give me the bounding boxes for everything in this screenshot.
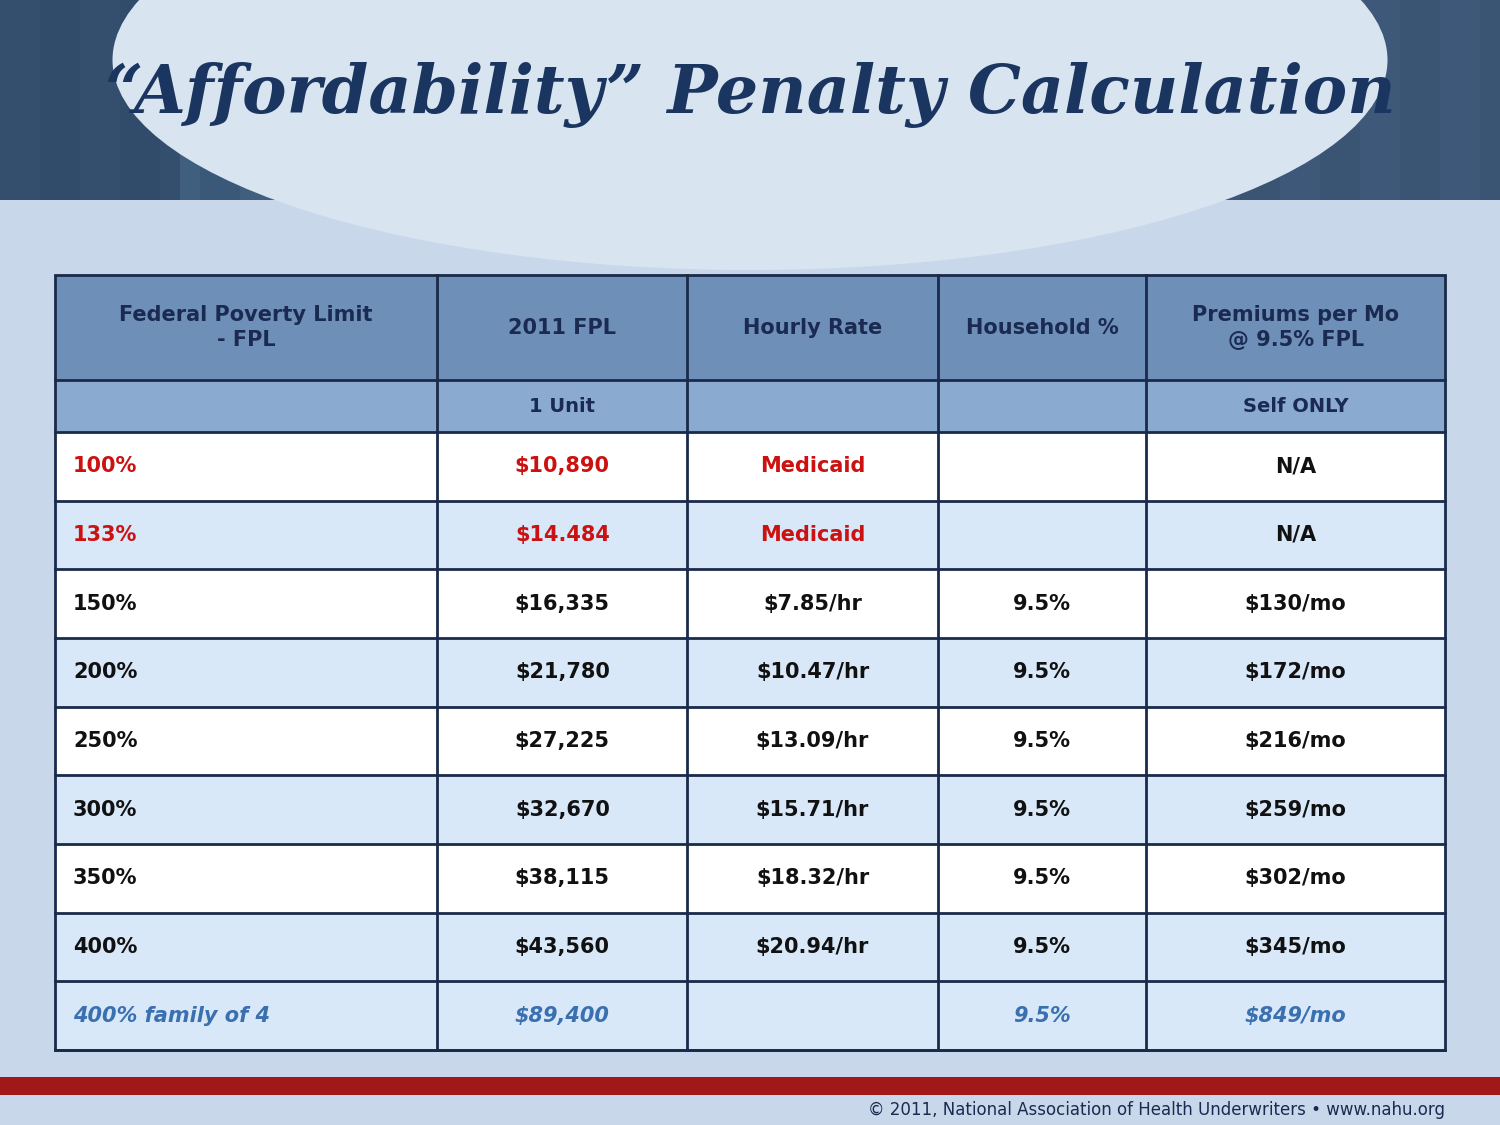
Text: 100%: 100% — [74, 457, 138, 476]
Bar — [720, 0, 760, 200]
Text: 9.5%: 9.5% — [1013, 1006, 1071, 1026]
Bar — [56, 274, 1444, 1050]
Text: $43,560: $43,560 — [514, 937, 610, 957]
Text: 350%: 350% — [74, 868, 138, 889]
Bar — [800, 0, 840, 200]
Text: $259/mo: $259/mo — [1245, 800, 1347, 820]
Bar — [900, 0, 1100, 200]
Text: 150%: 150% — [74, 594, 138, 613]
Text: Medicaid: Medicaid — [760, 457, 865, 476]
Bar — [1200, 0, 1240, 200]
Ellipse shape — [112, 0, 1388, 270]
Bar — [56, 638, 1444, 706]
Text: $27,225: $27,225 — [514, 731, 610, 752]
Bar — [480, 0, 520, 200]
Text: Federal Poverty Limit
- FPL: Federal Poverty Limit - FPL — [120, 305, 374, 350]
Text: $38,115: $38,115 — [514, 868, 610, 889]
Bar — [1200, 0, 1500, 200]
Bar — [56, 432, 1444, 501]
Bar — [56, 912, 1444, 981]
Bar — [560, 0, 600, 200]
Bar — [56, 775, 1444, 844]
Text: 9.5%: 9.5% — [1013, 868, 1071, 889]
Bar — [400, 0, 439, 200]
Text: $32,670: $32,670 — [514, 800, 610, 820]
Bar — [1280, 0, 1320, 200]
Bar — [1120, 0, 1160, 200]
Text: $13.09/hr: $13.09/hr — [756, 731, 868, 752]
Text: Hourly Rate: Hourly Rate — [742, 317, 882, 337]
Text: Household %: Household % — [966, 317, 1119, 337]
Text: $7.85/hr: $7.85/hr — [764, 594, 862, 613]
Text: “Affordability” Penalty Calculation: “Affordability” Penalty Calculation — [105, 62, 1395, 128]
Text: Premiums per Mo
@ 9.5% FPL: Premiums per Mo @ 9.5% FPL — [1192, 305, 1400, 350]
Text: $15.71/hr: $15.71/hr — [756, 800, 868, 820]
Bar — [56, 981, 1444, 1050]
Text: $345/mo: $345/mo — [1245, 937, 1347, 957]
Bar — [56, 501, 1444, 569]
Bar — [960, 0, 1000, 200]
Text: $130/mo: $130/mo — [1245, 594, 1347, 613]
Text: 400% family of 4: 400% family of 4 — [74, 1006, 270, 1026]
Bar — [0, 0, 1500, 200]
Text: 400%: 400% — [74, 937, 138, 957]
Text: $16,335: $16,335 — [514, 594, 610, 613]
Text: $172/mo: $172/mo — [1245, 663, 1347, 683]
Text: $14.484: $14.484 — [514, 525, 610, 544]
Text: 250%: 250% — [74, 731, 138, 752]
Bar — [240, 0, 280, 200]
Bar — [0, 0, 180, 200]
Bar — [56, 706, 1444, 775]
Text: 200%: 200% — [74, 663, 138, 683]
Text: Medicaid: Medicaid — [760, 525, 865, 544]
Bar — [56, 569, 1444, 638]
Text: 9.5%: 9.5% — [1013, 731, 1071, 752]
Bar — [320, 0, 360, 200]
Text: $21,780: $21,780 — [514, 663, 610, 683]
Text: $216/mo: $216/mo — [1245, 731, 1347, 752]
Bar — [1360, 0, 1400, 200]
Bar — [56, 380, 1444, 432]
Text: Self ONLY: Self ONLY — [1244, 396, 1348, 415]
Text: $89,400: $89,400 — [514, 1006, 610, 1026]
Bar — [0, 1077, 1500, 1095]
Bar — [0, 0, 40, 200]
Text: $10,890: $10,890 — [514, 457, 610, 476]
Text: $302/mo: $302/mo — [1245, 868, 1347, 889]
Bar — [640, 0, 680, 200]
Bar — [160, 0, 200, 200]
Text: 9.5%: 9.5% — [1013, 594, 1071, 613]
Text: 9.5%: 9.5% — [1013, 937, 1071, 957]
Bar — [880, 0, 920, 200]
Text: $849/mo: $849/mo — [1245, 1006, 1347, 1026]
Text: 9.5%: 9.5% — [1013, 663, 1071, 683]
Text: 9.5%: 9.5% — [1013, 800, 1071, 820]
Bar — [80, 0, 120, 200]
Text: $10.47/hr: $10.47/hr — [756, 663, 868, 683]
Text: 133%: 133% — [74, 525, 138, 544]
Text: 300%: 300% — [74, 800, 138, 820]
Bar — [1040, 0, 1080, 200]
Bar — [1440, 0, 1480, 200]
Text: © 2011, National Association of Health Underwriters • www.nahu.org: © 2011, National Association of Health U… — [868, 1101, 1444, 1119]
Text: $20.94/hr: $20.94/hr — [756, 937, 868, 957]
Text: N/A: N/A — [1275, 525, 1316, 544]
Text: 1 Unit: 1 Unit — [530, 396, 596, 415]
Text: 2011 FPL: 2011 FPL — [509, 317, 616, 337]
Bar — [56, 274, 1444, 380]
Bar — [56, 844, 1444, 912]
Text: $18.32/hr: $18.32/hr — [756, 868, 868, 889]
Text: N/A: N/A — [1275, 457, 1316, 476]
